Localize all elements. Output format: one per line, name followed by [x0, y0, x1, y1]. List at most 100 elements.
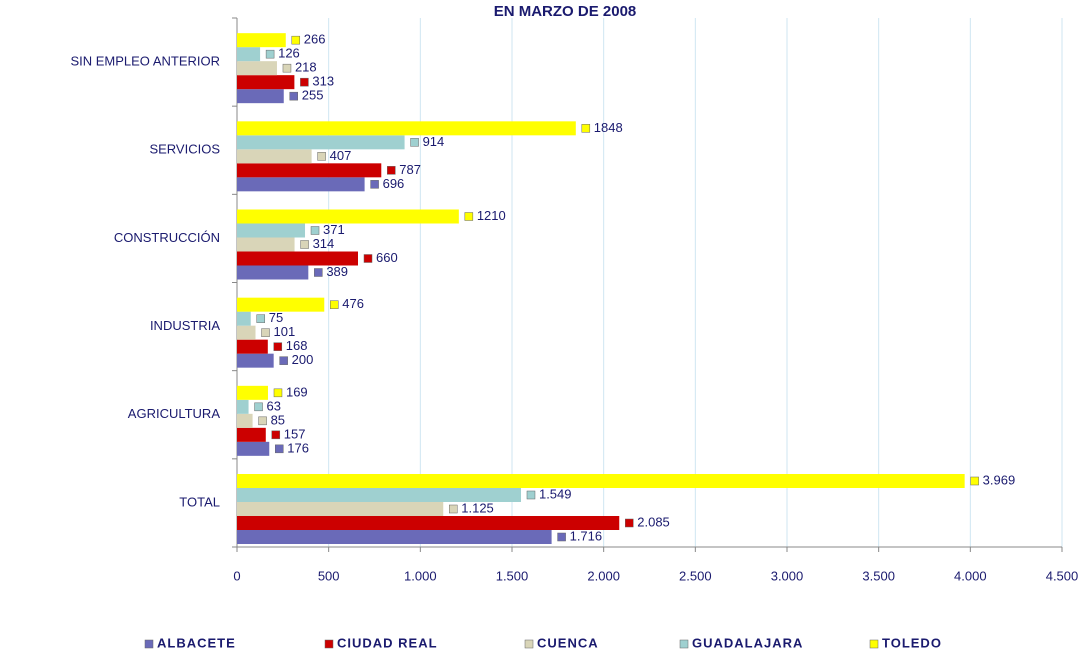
bar [237, 177, 365, 192]
bar [237, 47, 261, 62]
x-tick-label: 1.000 [404, 568, 437, 583]
value-label: 313 [312, 74, 334, 89]
bar [237, 325, 256, 340]
bar [237, 427, 266, 442]
bar [237, 530, 552, 544]
label-key [261, 328, 270, 337]
value-label: 200 [292, 352, 314, 367]
label-key [258, 416, 267, 426]
bar [237, 237, 295, 252]
legend-label: CIUDAD REAL [337, 635, 438, 650]
y-tick-label: AGRICULTURA [128, 406, 221, 421]
value-label: 914 [423, 134, 445, 149]
bar [237, 353, 274, 368]
value-label: 1.125 [461, 500, 494, 515]
x-tick-label: 2.000 [587, 568, 620, 583]
value-label: 1.549 [539, 486, 572, 501]
value-label: 787 [399, 162, 421, 177]
bar [237, 297, 325, 312]
value-label: 1848 [594, 120, 623, 135]
bar [237, 163, 382, 178]
label-key [256, 314, 265, 323]
label-key [273, 342, 283, 351]
legend-label: GUADALAJARA [692, 635, 803, 650]
label-key [314, 268, 323, 277]
value-label: 266 [304, 32, 326, 47]
legend-key [144, 639, 154, 649]
bar [237, 339, 268, 354]
value-label: 314 [313, 236, 335, 251]
value-label: 389 [326, 264, 348, 279]
legend-key [324, 639, 334, 649]
y-tick-label: SIN EMPLEO ANTERIOR [70, 54, 220, 69]
bar [237, 311, 251, 326]
label-key [273, 388, 283, 398]
label-key [526, 490, 536, 500]
legend-key [524, 639, 534, 649]
value-label: 476 [342, 296, 364, 311]
label-key [300, 77, 309, 87]
label-key [449, 504, 458, 514]
legend-key [869, 639, 879, 649]
label-key [282, 63, 292, 73]
y-tick-label: TOTAL [179, 494, 220, 509]
value-label: 157 [284, 426, 306, 441]
label-key [310, 226, 320, 235]
x-tick-label: 4.000 [954, 568, 987, 583]
bar [237, 135, 405, 150]
x-tick-label: 0 [233, 568, 240, 583]
value-label: 1210 [477, 208, 506, 223]
value-label: 3.969 [983, 472, 1016, 487]
value-label: 371 [323, 222, 345, 237]
label-key [291, 35, 301, 45]
label-key [581, 124, 591, 133]
legend-key [679, 639, 689, 649]
legend-label: TOLEDO [882, 635, 942, 650]
x-tick-label: 3.500 [862, 568, 895, 583]
label-key [370, 180, 379, 189]
label-key [289, 91, 298, 101]
value-label: 696 [383, 176, 405, 191]
value-label: 169 [286, 384, 308, 399]
label-key [271, 430, 281, 440]
x-tick-label: 4.500 [1046, 568, 1079, 583]
label-key [970, 476, 979, 486]
value-label: 85 [271, 412, 285, 427]
label-key [625, 518, 634, 528]
x-tick-label: 3.000 [771, 568, 804, 583]
label-key [557, 532, 566, 542]
bar [237, 61, 277, 76]
bar [237, 209, 459, 224]
value-label: 63 [267, 398, 281, 413]
label-key [254, 402, 263, 412]
label-key [410, 138, 419, 147]
y-tick-label: INDUSTRIA [150, 318, 220, 333]
bar [237, 488, 521, 502]
value-label: 75 [269, 310, 283, 325]
bar [237, 385, 268, 400]
bar [237, 413, 253, 428]
value-label: 407 [330, 148, 352, 163]
legend-label: CUENCA [537, 635, 599, 650]
bar [237, 265, 309, 280]
bar [237, 516, 620, 530]
bar [237, 502, 444, 516]
bar [237, 474, 965, 488]
value-label: 218 [295, 60, 317, 75]
x-tick-label: 1.500 [496, 568, 529, 583]
y-tick-label: CONSTRUCCIÓN [114, 230, 220, 245]
label-key [279, 356, 288, 365]
bar [237, 75, 295, 90]
chart-title: EN MARZO DE 2008 [494, 3, 637, 20]
label-key [275, 444, 284, 454]
label-key [330, 300, 339, 309]
value-label: 176 [287, 440, 309, 455]
value-label: 2.085 [637, 514, 670, 529]
value-label: 660 [376, 250, 398, 265]
bar [237, 223, 306, 238]
value-label: 255 [302, 88, 324, 103]
bar [237, 121, 576, 136]
x-tick-label: 2.500 [679, 568, 712, 583]
label-key [300, 240, 309, 249]
